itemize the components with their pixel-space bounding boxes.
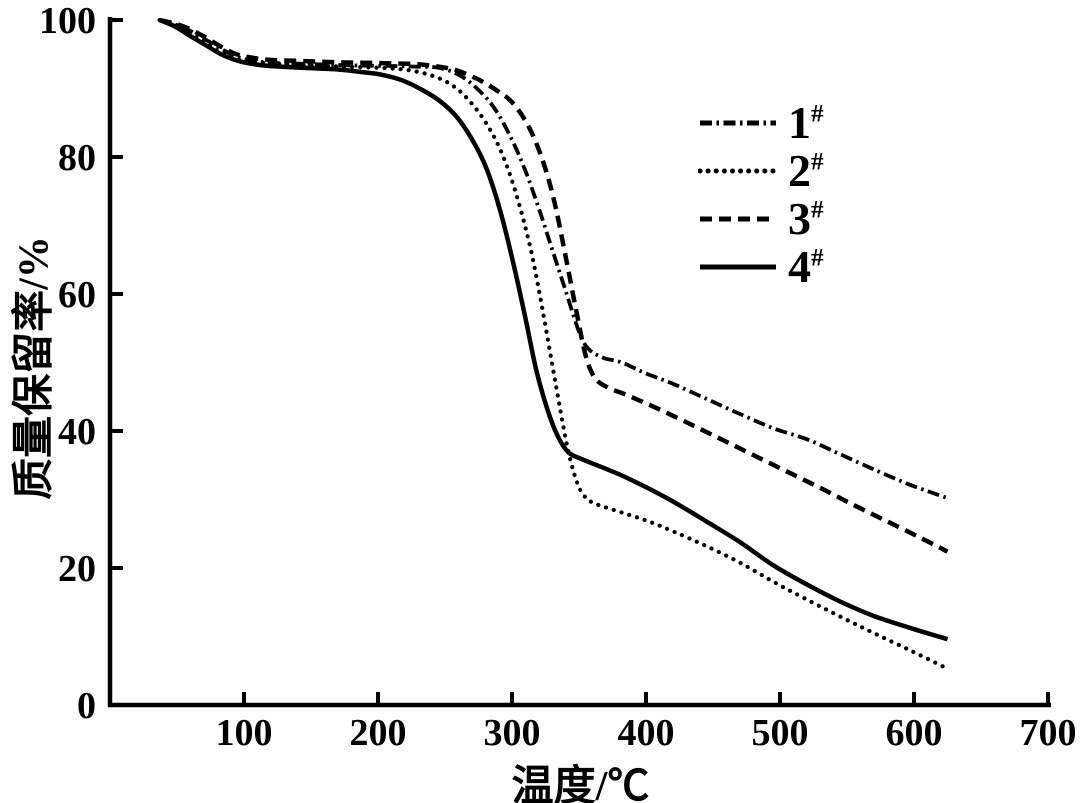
legend-entry-3: 3#	[698, 195, 824, 243]
x-tick-label: 600	[886, 712, 943, 754]
x-tick-label: 400	[618, 712, 675, 754]
x-tick-label: 700	[1020, 712, 1077, 754]
x-tick-label: 300	[484, 712, 541, 754]
legend-label: 1#	[788, 97, 824, 148]
y-tick-label: 80	[58, 137, 96, 179]
y-tick-label: 20	[58, 548, 96, 590]
x-tick-label: 500	[752, 712, 809, 754]
legend-line-sample-dotted	[698, 168, 778, 174]
legend-label: 3#	[788, 193, 824, 244]
legend-line-sample-dashed	[700, 216, 776, 222]
legend-entry-4: 4#	[698, 243, 824, 291]
legend-line-sample-dashdot	[700, 120, 776, 126]
legend-label-superscript: #	[811, 147, 824, 176]
legend-label: 2#	[788, 145, 824, 196]
legend-label: 4#	[788, 241, 824, 292]
x-tick-label: 100	[216, 712, 273, 754]
x-tick-label: 200	[350, 712, 407, 754]
legend-line-sample-solid	[700, 264, 776, 270]
legend-label-superscript: #	[811, 243, 824, 272]
series-4-curve	[158, 17, 949, 642]
y-tick-label: 100	[39, 0, 96, 42]
legend-label-superscript: #	[811, 195, 824, 224]
y-tick-label: 40	[58, 411, 96, 453]
y-tick-label: 0	[77, 685, 96, 727]
y-axis-title: 质量保留率/%	[11, 236, 58, 500]
x-axis-title: 温度/℃	[511, 764, 650, 803]
y-tick-label: 60	[58, 274, 96, 316]
legend: 1# 2# 3# 4#	[698, 99, 824, 291]
series-2-curve	[157, 17, 950, 671]
legend-label-superscript: #	[811, 99, 824, 128]
legend-entry-2: 2#	[698, 147, 824, 195]
series-3-curve	[159, 17, 949, 554]
axis-lines	[107, 17, 1051, 708]
legend-entry-1: 1#	[698, 99, 824, 147]
